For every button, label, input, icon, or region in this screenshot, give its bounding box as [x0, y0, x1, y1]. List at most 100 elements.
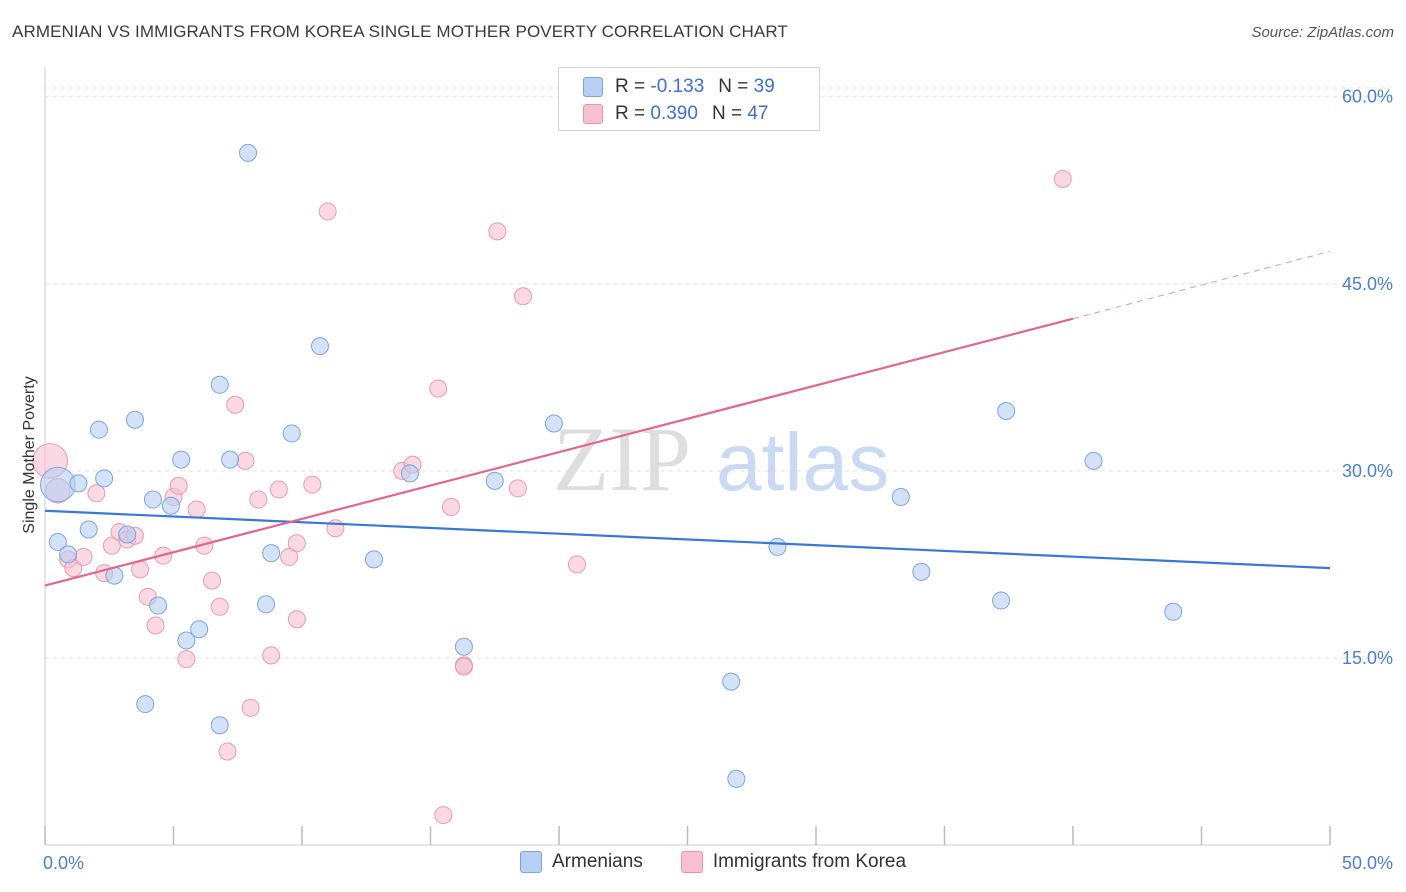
data-point-korea: [508, 479, 527, 498]
data-point-korea: [177, 650, 196, 669]
data-point-korea: [434, 806, 453, 825]
data-point-korea: [326, 519, 345, 538]
data-point-korea: [87, 484, 106, 503]
data-point-armenians: [125, 410, 144, 429]
data-point-korea: [488, 222, 507, 241]
data-point-korea: [454, 657, 473, 676]
chart-source: Source: ZipAtlas.com: [1251, 24, 1394, 41]
y-axis-label: Single Mother Poverty: [21, 376, 38, 533]
y-tick-label: 60.0%: [1342, 87, 1393, 107]
legend-n-label: N =: [711, 103, 743, 124]
data-point-armenians: [400, 464, 419, 483]
data-point-armenians: [282, 424, 301, 443]
data-point-korea: [318, 202, 337, 221]
data-point-korea: [226, 395, 245, 414]
y-tick-label: 15.0%: [1342, 648, 1393, 668]
data-point-armenians: [143, 490, 162, 509]
trend-line-korea-extension: [1072, 250, 1331, 320]
data-point-korea: [203, 571, 222, 590]
bottom-legend: Armenians Immigrants from Korea: [520, 851, 944, 873]
y-tick-label: 45.0%: [1342, 274, 1393, 294]
legend-row-korea: R = 0.390 N = 47: [583, 101, 768, 127]
bottom-legend-armenians: Armenians: [520, 851, 643, 873]
data-point-armenians: [136, 695, 155, 714]
data-point-armenians: [177, 631, 196, 650]
data-point-armenians: [210, 716, 229, 735]
legend-r-label: R =: [615, 103, 646, 124]
legend: R = -0.133 N = 39 R = 0.390 N = 47: [558, 67, 820, 131]
chart-title: ARMENIAN VS IMMIGRANTS FROM KOREA SINGLE…: [12, 22, 788, 41]
data-point-armenians: [454, 637, 473, 656]
data-point-armenians: [485, 471, 504, 490]
data-point-armenians: [59, 545, 78, 564]
grid-lines: [45, 87, 1392, 659]
legend-swatch-korea: [583, 104, 603, 124]
data-point-korea: [442, 498, 461, 517]
data-point-armenians: [149, 596, 168, 615]
x-tick-label: 0.0%: [43, 853, 84, 873]
bottom-legend-swatch-korea: [680, 851, 703, 873]
trend-line-armenians: [44, 509, 1331, 570]
data-point-armenians: [722, 672, 741, 691]
data-point-korea: [241, 698, 260, 717]
data-point-korea: [169, 476, 188, 495]
data-point-korea: [187, 500, 206, 519]
bottom-legend-label-korea: Immigrants from Korea: [712, 851, 907, 872]
legend-row-armenians: R = -0.133 N = 39: [583, 74, 775, 100]
bottom-legend-label-armenians: Armenians: [552, 851, 643, 872]
data-point-armenians: [1084, 451, 1103, 470]
data-point-armenians: [262, 544, 281, 563]
data-point-armenians: [161, 496, 180, 515]
data-point-korea: [218, 742, 237, 761]
data-point-korea: [262, 646, 281, 665]
data-point-korea: [102, 536, 121, 555]
data-point-korea: [287, 610, 306, 629]
data-point-armenians: [310, 337, 329, 356]
data-point-korea: [280, 547, 299, 566]
legend-n-label: N =: [718, 76, 749, 97]
data-point-armenians: [544, 414, 563, 433]
data-point-armenians: [364, 550, 383, 569]
data-point-korea: [567, 555, 586, 574]
data-point-korea: [269, 480, 288, 499]
data-point-armenians: [1164, 602, 1183, 621]
data-point-korea: [514, 287, 533, 306]
data-point-armenians: [912, 562, 931, 581]
trend-line-korea: [44, 317, 1074, 587]
bottom-legend-swatch-armenians: [520, 851, 542, 873]
legend-n-value: 47: [747, 103, 769, 124]
data-point-korea: [249, 490, 268, 509]
bottom-legend-korea: Immigrants from Korea: [680, 851, 907, 873]
data-point-armenians: [69, 474, 88, 493]
watermark: ZIP atlas: [553, 408, 889, 510]
x-tick-label: 50.0%: [1342, 853, 1393, 873]
data-point-korea: [146, 616, 165, 635]
data-point-armenians: [190, 620, 209, 639]
data-point-korea: [1053, 170, 1072, 189]
data-point-armenians: [727, 769, 746, 788]
legend-n-value: 39: [753, 76, 775, 97]
data-point-korea: [210, 597, 229, 616]
trend-lines: [44, 250, 1331, 587]
y-tick-label: 30.0%: [1342, 461, 1393, 481]
data-point-armenians: [221, 450, 240, 469]
data-point-korea: [287, 534, 306, 553]
data-point-armenians: [172, 450, 191, 469]
legend-r-label: R =: [615, 76, 646, 97]
data-point-armenians: [239, 143, 258, 162]
tick-labels: 15.0% 30.0% 45.0% 60.0% 0.0% 50.0%: [43, 87, 1393, 873]
data-point-armenians: [79, 520, 98, 539]
watermark-zip: ZIP: [553, 408, 691, 510]
series-armenians: [40, 143, 1183, 788]
watermark-atlas: atlas: [716, 417, 889, 508]
data-point-armenians: [257, 595, 276, 614]
data-point-armenians: [997, 401, 1016, 420]
legend-swatch-armenians: [583, 77, 603, 97]
data-point-armenians: [48, 532, 67, 551]
legend-r-value: 0.390: [650, 103, 698, 124]
series-korea: [32, 170, 1072, 825]
data-point-armenians: [210, 375, 229, 394]
data-point-korea: [74, 547, 93, 566]
data-point-korea: [236, 451, 255, 470]
